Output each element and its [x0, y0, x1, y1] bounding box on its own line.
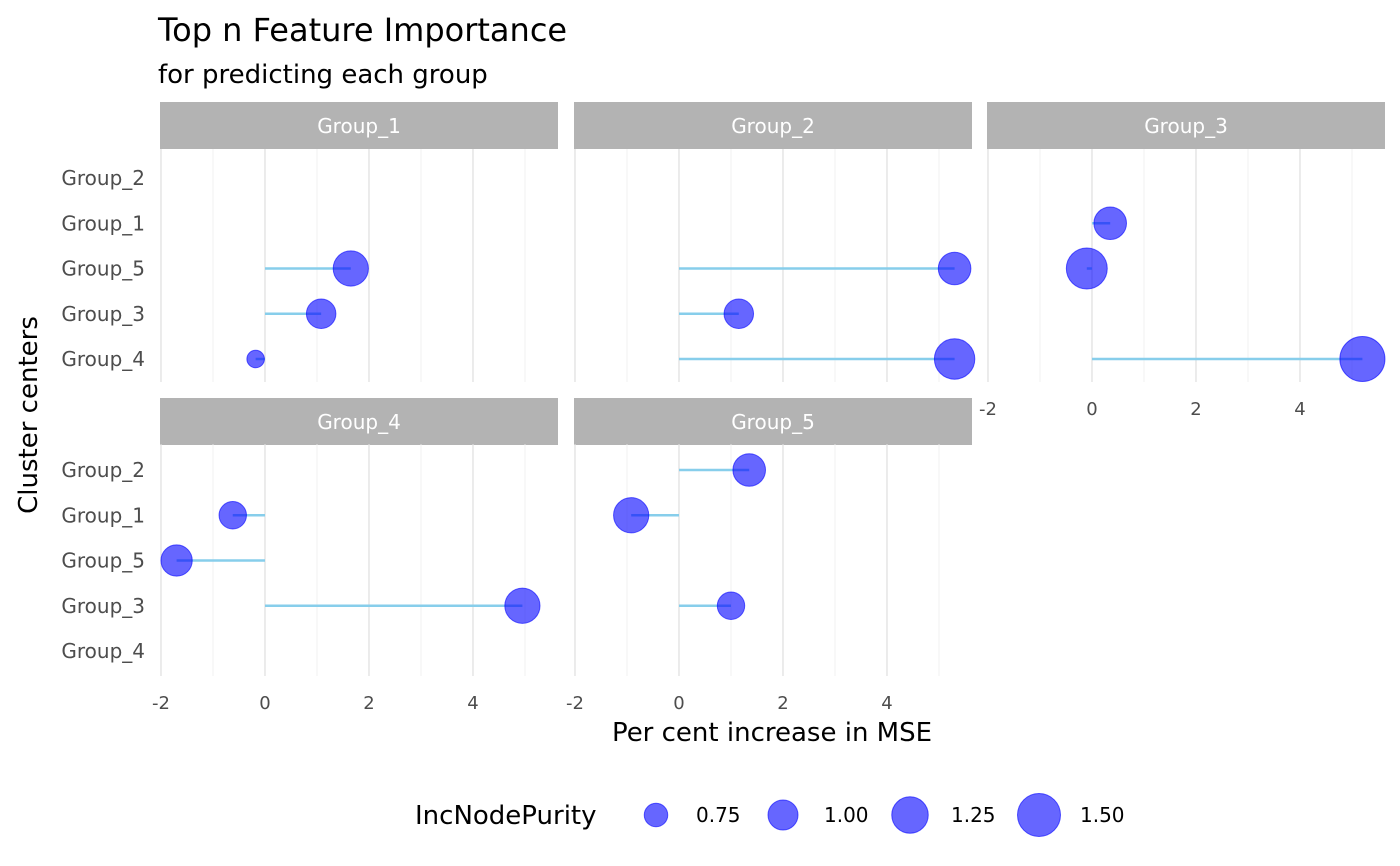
- facet-label-group-4: Group_4: [317, 410, 401, 434]
- y-tick-label: Group_2: [61, 458, 145, 482]
- y-tick-label: Group_4: [61, 347, 145, 371]
- y-tick-label: Group_5: [61, 257, 145, 281]
- x-tick-label: 0: [1086, 399, 1097, 420]
- legend-key-1-00: [767, 799, 799, 831]
- facet-label-group-5: Group_5: [731, 410, 815, 434]
- facet-panels: Group_1Group_2Group_1Group_5Group_3Group…: [61, 102, 1386, 714]
- facet-group-5: Group_5 -2 0 2 4: [566, 398, 972, 714]
- point-group-4-group-1: [218, 501, 247, 530]
- size-legend: IncNodePurity 0.75 1.00 1.25 1.50: [415, 793, 1125, 837]
- facet-group-1: Group_1 Group_2 Group_1 Group_5 Group_3 Group…: [61, 102, 558, 382]
- point-group-5-group-3: [716, 591, 746, 620]
- facet-label-group-3: Group_3: [1144, 114, 1228, 138]
- y-tick-label: Group_3: [61, 302, 145, 326]
- x-tick-label: 2: [1190, 399, 1201, 420]
- legend-title: IncNodePurity: [415, 801, 597, 831]
- x-tick-label: 4: [467, 693, 478, 714]
- y-tick-label: Group_1: [61, 503, 145, 527]
- y-tick-label: Group_1: [61, 211, 145, 235]
- y-axis-title: Cluster centers: [14, 316, 44, 514]
- point-group-3-group-5: [1065, 247, 1108, 290]
- facet-label-group-1: Group_1: [317, 114, 401, 138]
- facet-strip-group-5: [574, 398, 972, 445]
- facet-group-3: Group_3 -2 0 2 4: [979, 102, 1386, 420]
- point-group-2-group-4: [933, 338, 976, 380]
- x-tick-label: 2: [363, 693, 374, 714]
- point-group-2-group-3: [723, 298, 755, 329]
- point-group-1-group-4: [246, 349, 265, 369]
- point-group-3-group-4: [1339, 335, 1386, 383]
- x-tick-label: 4: [881, 693, 892, 714]
- x-tick-label: 4: [1294, 399, 1305, 420]
- legend-label-1-25: 1.25: [951, 803, 996, 827]
- point-group-1-group-3: [305, 298, 337, 329]
- x-tick-label: -2: [152, 693, 170, 714]
- point-group-4-group-5: [160, 544, 193, 577]
- point-group-3-group-1: [1093, 206, 1127, 241]
- y-tick-label: Group_5: [61, 549, 145, 573]
- y-tick-label: Group_4: [61, 639, 145, 663]
- x-tick-label: -2: [979, 399, 997, 420]
- x-tick-label: -2: [566, 693, 584, 714]
- facet-label-group-2: Group_2: [731, 114, 815, 138]
- facet-strip-group-2: [574, 102, 972, 149]
- y-tick-label: Group_2: [61, 166, 145, 190]
- x-tick-label: 2: [777, 693, 788, 714]
- x-tick-label: 0: [673, 693, 684, 714]
- legend-label-1-00: 1.00: [824, 803, 869, 827]
- x-tick-label: 0: [259, 693, 270, 714]
- legend-key-0-75: [643, 802, 669, 828]
- legend-label-0-75: 0.75: [696, 803, 741, 827]
- facet-strip-group-1: [160, 102, 558, 149]
- chart-subtitle: for predicting each group: [158, 60, 488, 90]
- point-group-4-group-3: [504, 587, 541, 624]
- x-axis-title: Per cent increase in MSE: [612, 718, 932, 748]
- facet-strip-group-3: [987, 102, 1385, 149]
- chart-title: Top n Feature Importance: [157, 11, 567, 49]
- facet-group-2: Group_2: [574, 102, 976, 382]
- legend-label-1-50: 1.50: [1080, 803, 1125, 827]
- point-group-5-group-1: [613, 497, 650, 534]
- facet-strip-group-4: [160, 398, 558, 445]
- legend-key-1-25: [891, 796, 929, 834]
- y-tick-label: Group_3: [61, 594, 145, 618]
- legend-key-1-50: [1017, 793, 1061, 837]
- point-group-1-group-5: [332, 250, 369, 287]
- facet-group-4: Group_4 Group_2 Group_1 Group_5 Group_3 Group…: [61, 398, 558, 714]
- point-group-5-group-2: [732, 453, 767, 487]
- point-group-2-group-5: [937, 251, 972, 286]
